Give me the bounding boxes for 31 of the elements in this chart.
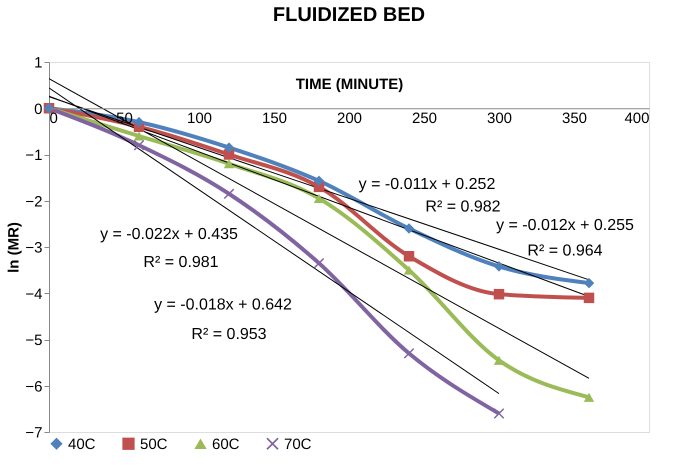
y-tick-label: −2 bbox=[25, 193, 42, 210]
y-tick-label: −6 bbox=[25, 378, 42, 396]
x-tick-label: 0 bbox=[50, 110, 58, 127]
x-tick-label: 200 bbox=[336, 110, 362, 127]
annotation: R² = 0.953 bbox=[191, 326, 267, 343]
y-tick-label: −7 bbox=[25, 424, 42, 442]
annotation: R² = 0.981 bbox=[143, 254, 219, 271]
annotation: y = -0.018x + 0.642 bbox=[154, 296, 292, 314]
y-tick-label: −5 bbox=[25, 332, 42, 349]
annotation: R² = 0.982 bbox=[425, 198, 501, 216]
y-tick-label: 1 bbox=[34, 54, 42, 72]
x-axis-title: TIME (MINUTE) bbox=[296, 76, 404, 93]
x-tick-label: 400 bbox=[624, 110, 650, 127]
annotation: y = -0.022x + 0.435 bbox=[100, 226, 238, 244]
legend-label: 60C bbox=[212, 436, 240, 453]
x-tick-label: 350 bbox=[562, 110, 588, 127]
y-tick-label: −3 bbox=[25, 240, 42, 256]
legend-label: 50C bbox=[140, 436, 168, 453]
annotation: y = -0.011x + 0.252 bbox=[358, 176, 496, 194]
x-tick-label: 100 bbox=[186, 110, 212, 127]
x-tick-label: 150 bbox=[262, 110, 288, 127]
y-tick-label: −4 bbox=[25, 286, 42, 303]
x-tick-label: 300 bbox=[486, 110, 512, 127]
legend-label: 40C bbox=[68, 436, 96, 453]
y-axis-title: ln (MR) bbox=[5, 222, 22, 273]
annotation: y = -0.012x + 0.255 bbox=[496, 216, 634, 234]
chart-title: FLUIDIZED BED bbox=[272, 4, 426, 26]
annotation: R² = 0.964 bbox=[527, 242, 603, 260]
y-tick-label: −1 bbox=[25, 147, 42, 164]
x-tick-label: 250 bbox=[412, 110, 438, 127]
legend-label: 70C bbox=[284, 436, 312, 453]
